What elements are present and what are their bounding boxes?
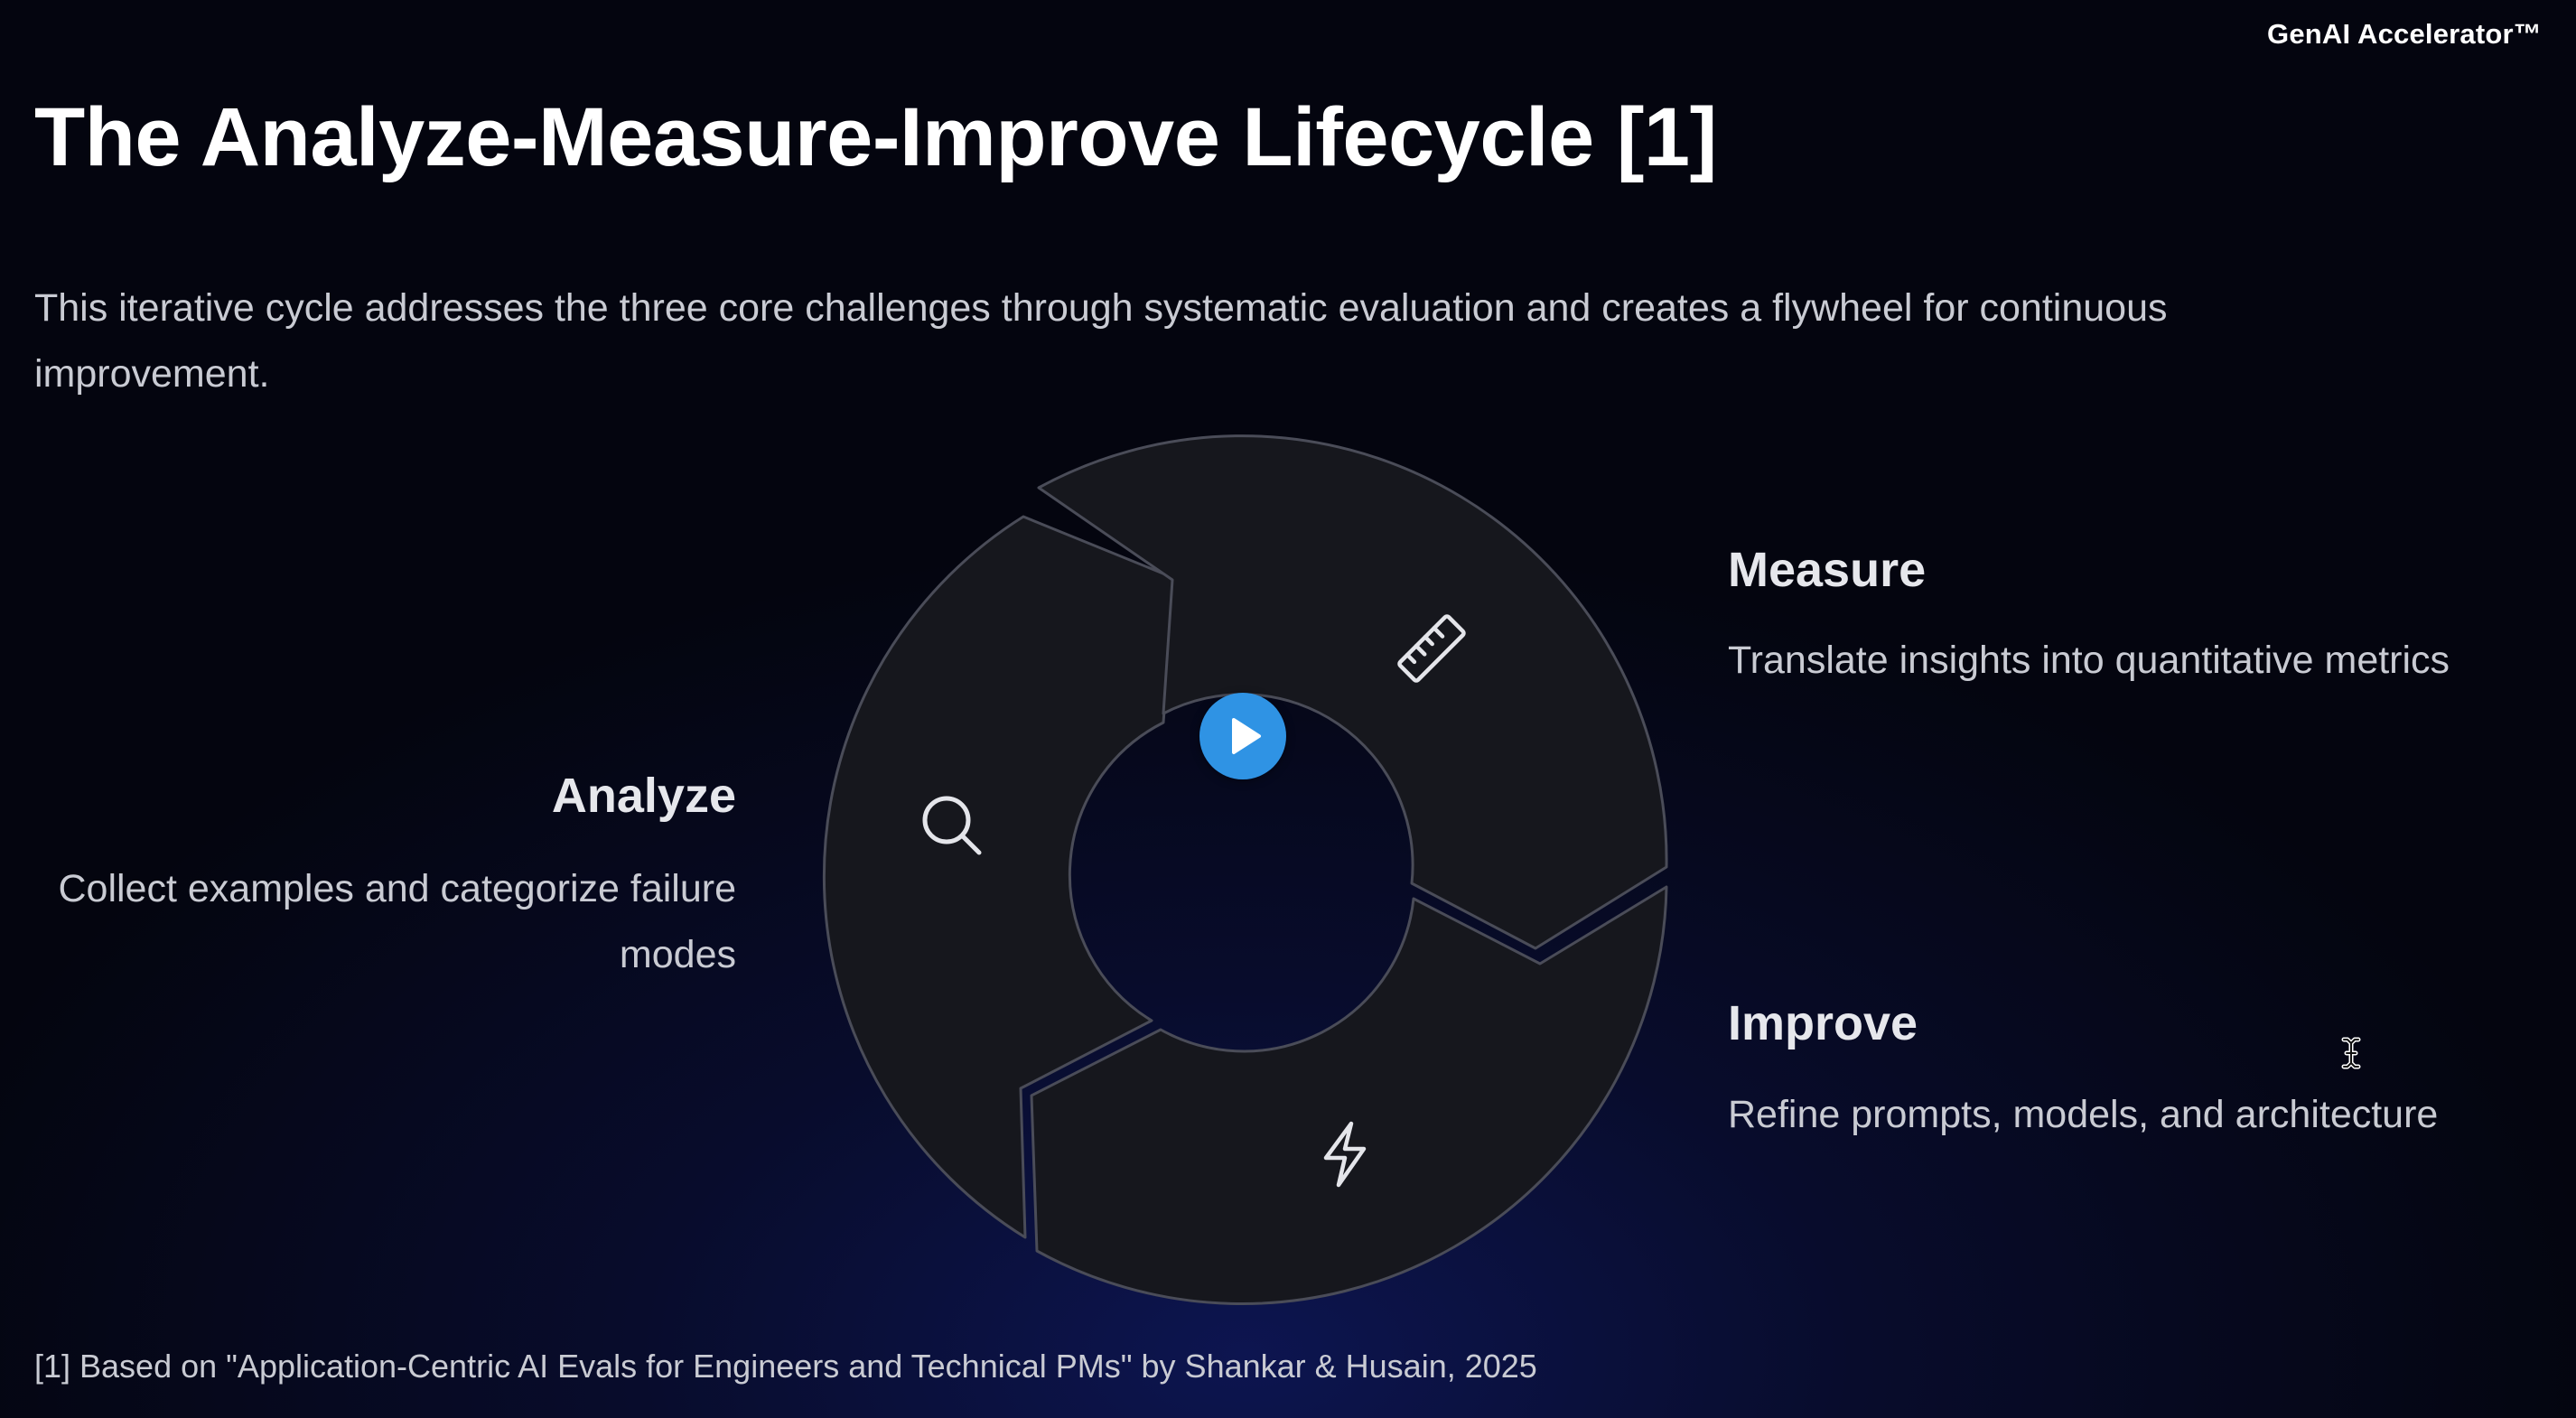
- search-icon: [922, 796, 982, 855]
- footnote: [1] Based on "Application-Centric AI Eva…: [34, 1348, 1537, 1385]
- lightning-icon: [1323, 1121, 1367, 1188]
- slide-subtitle: This iterative cycle addresses the three…: [34, 286, 2168, 396]
- ruler-icon: [1397, 614, 1466, 683]
- cycle-ring: [822, 434, 1668, 1305]
- measure-description: Translate insights into quantitative met…: [1728, 639, 2450, 682]
- analyze-segment: [822, 515, 1176, 1239]
- improve-description: Refine prompts, models, and architecture: [1728, 1093, 2439, 1136]
- improve-heading: Improve: [1728, 996, 1918, 1050]
- measure-segment: [1037, 434, 1668, 950]
- analyze-heading: Analyze: [551, 769, 736, 823]
- measure-heading: Measure: [1728, 543, 1927, 597]
- improve-segment: [1030, 885, 1668, 1305]
- brand-label: GenAI Accelerator™: [2267, 18, 2542, 50]
- analyze-description: Collect examples and categorize failure …: [58, 867, 736, 976]
- play-icon: [1232, 718, 1261, 754]
- text-cursor-icon: [2341, 1037, 2361, 1069]
- slide-title: The Analyze-Measure-Improve Lifecycle [1…: [34, 91, 1717, 183]
- play-button[interactable]: [1199, 693, 1286, 779]
